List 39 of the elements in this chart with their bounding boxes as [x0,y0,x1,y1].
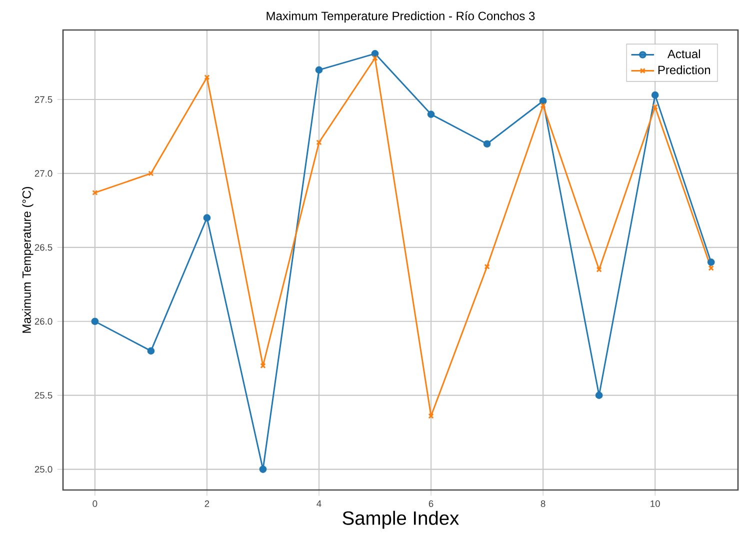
x-tick-label: 6 [428,500,434,507]
x-tick-label: 2 [204,500,210,507]
point [595,392,603,399]
x-tick-label: 8 [540,500,546,507]
legend-label: Actual [667,49,700,58]
legend-label: Prediction [658,65,710,74]
x-tick-label: 10 [650,500,660,507]
point [91,318,99,326]
point [147,347,155,355]
y-tick-label: 26.5 [34,244,52,251]
point [204,74,210,80]
point [652,104,658,110]
y-axis-title: Maximum Temperature (°C) [22,187,34,333]
x-axis-title: Sample Index [342,510,459,529]
point [427,110,435,118]
y-tick-label: 27.5 [34,96,52,103]
point [539,97,547,105]
y-tick-label: 26.0 [34,318,52,325]
x-tick-label: 4 [316,500,322,507]
x-tick-label: 0 [92,500,98,507]
point [651,91,659,99]
point [483,140,491,148]
point [540,102,546,108]
point [259,466,267,473]
point [203,214,211,222]
point [315,66,323,74]
point [484,264,490,270]
point [148,170,154,176]
point [596,266,602,272]
point [707,258,715,266]
point [371,50,379,58]
point [428,413,434,419]
point [260,362,266,369]
y-tick-label: 25.0 [34,466,52,473]
y-tick-label: 27.0 [34,170,52,177]
y-tick-label: 25.5 [34,392,52,399]
point [372,55,378,61]
chart-title: Maximum Temperature Prediction - Río Conchos 3 [266,11,535,23]
point [316,140,322,146]
